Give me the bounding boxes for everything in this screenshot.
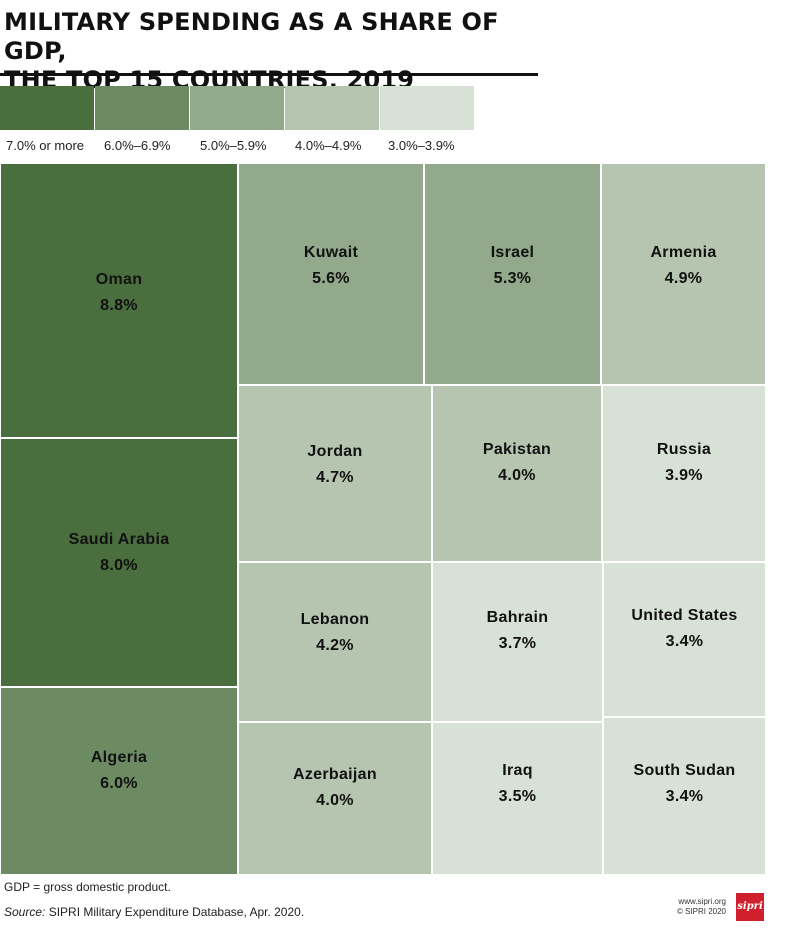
legend-swatch — [380, 86, 474, 130]
country-name: Oman — [95, 271, 143, 288]
copyright-text: © SIPRI 2020 — [676, 907, 726, 916]
cell-label-group: Algeria 6.0% — [1, 749, 237, 793]
legend-label: 4.0%–4.9% — [295, 138, 362, 153]
treemap-cell: Israel 5.3% — [424, 163, 601, 385]
country-name: United States — [631, 607, 738, 624]
country-value: 4.7% — [316, 469, 354, 486]
cell-label-group: Jordan 4.7% — [239, 443, 431, 487]
treemap-cell: Azerbaijan 4.0% — [238, 722, 432, 875]
country-name: Algeria — [90, 749, 148, 766]
source-label: Source: — [4, 905, 46, 919]
cell-label-group: South Sudan 3.4% — [604, 762, 765, 806]
legend: 7.0% or more 6.0%–6.9% 5.0%–5.9% 4.0%–4.9% 3… — [0, 86, 474, 156]
country-value: 8.0% — [100, 557, 138, 574]
treemap-cell: Iraq 3.5% — [432, 722, 603, 875]
legend-swatch — [190, 86, 284, 130]
legend-swatch — [285, 86, 379, 130]
treemap-cell: Lebanon 4.2% — [238, 562, 432, 722]
country-name: Azerbaijan — [293, 766, 377, 783]
legend-label: 7.0% or more — [6, 138, 85, 153]
legend-label: 5.0%–5.9% — [200, 138, 267, 153]
country-name: Jordan — [307, 443, 363, 460]
treemap-cell: Algeria 6.0% — [0, 687, 238, 875]
source-text: SIPRI Military Expenditure Database, Apr… — [45, 905, 305, 919]
country-value: 3.4% — [665, 633, 704, 650]
cell-label-group: Armenia 4.9% — [602, 244, 765, 288]
cell-label-group: Oman 8.8% — [1, 271, 237, 315]
source-note: Source: SIPRI Military Expenditure Datab… — [4, 905, 304, 919]
country-value: 3.5% — [498, 788, 537, 805]
cell-label-group: United States 3.4% — [604, 607, 765, 651]
country-name: South Sudan — [633, 762, 736, 779]
chart-title: MILITARY SPENDING AS A SHARE OF GDP, THE… — [4, 8, 499, 94]
cell-label-group: Israel 5.3% — [425, 244, 600, 288]
country-value: 4.2% — [316, 637, 354, 654]
country-value: 5.6% — [312, 270, 350, 287]
footnote-gdp: GDP = gross domestic product. — [4, 880, 171, 894]
cell-label-group: Bahrain 3.7% — [433, 609, 602, 653]
treemap-cell: Kuwait 5.6% — [238, 163, 424, 385]
cell-label-group: Pakistan 4.0% — [433, 441, 601, 485]
cell-label-group: Kuwait 5.6% — [239, 244, 423, 288]
country-value: 6.0% — [100, 775, 138, 792]
country-value: 4.0% — [498, 467, 536, 484]
treemap: Oman 8.8% Saudi Arabia 8.0% Algeria 6.0% Kuwai… — [0, 163, 766, 875]
treemap-cell: Russia 3.9% — [602, 385, 766, 562]
country-value: 3.4% — [665, 788, 704, 805]
website-text: www.sipri.org — [678, 897, 726, 906]
credit: www.sipri.org © SIPRI 2020 — [660, 897, 726, 917]
country-name: Bahrain — [486, 609, 549, 626]
legend-swatch — [95, 86, 189, 130]
country-name: Saudi Arabia — [68, 531, 170, 548]
treemap-cell: South Sudan 3.4% — [603, 717, 766, 875]
country-name: Lebanon — [300, 611, 370, 628]
treemap-cell: Saudi Arabia 8.0% — [0, 438, 238, 687]
treemap-cell: United States 3.4% — [603, 562, 766, 717]
country-value: 3.7% — [498, 635, 537, 652]
country-name: Israel — [490, 244, 535, 261]
treemap-cell: Pakistan 4.0% — [432, 385, 602, 562]
cell-label-group: Iraq 3.5% — [433, 762, 602, 806]
country-name: Russia — [656, 441, 712, 458]
legend-label: 3.0%–3.9% — [388, 138, 455, 153]
country-name: Kuwait — [303, 244, 359, 261]
treemap-cell: Armenia 4.9% — [601, 163, 766, 385]
cell-label-group: Azerbaijan 4.0% — [239, 766, 431, 810]
country-value: 4.0% — [316, 792, 354, 809]
country-value: 3.9% — [665, 467, 703, 484]
country-name: Pakistan — [482, 441, 552, 458]
cell-label-group: Saudi Arabia 8.0% — [1, 531, 237, 575]
country-name: Iraq — [502, 762, 533, 779]
sipri-logo: sipri — [736, 893, 764, 921]
treemap-cell: Jordan 4.7% — [238, 385, 432, 562]
title-rule — [0, 73, 538, 76]
country-value: 8.8% — [100, 297, 138, 314]
treemap-cell: Bahrain 3.7% — [432, 562, 603, 722]
legend-swatch — [0, 86, 94, 130]
country-value: 4.9% — [664, 270, 703, 287]
legend-label: 6.0%–6.9% — [104, 138, 171, 153]
country-name: Armenia — [650, 244, 717, 261]
cell-label-group: Russia 3.9% — [603, 441, 765, 485]
country-value: 5.3% — [493, 270, 532, 287]
treemap-cell: Oman 8.8% — [0, 163, 238, 438]
cell-label-group: Lebanon 4.2% — [239, 611, 431, 655]
